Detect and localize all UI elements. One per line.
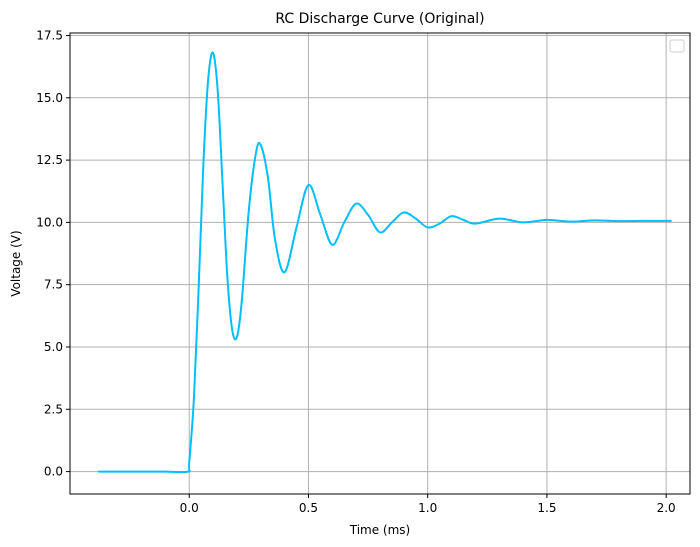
data-point: [450, 215, 453, 218]
y-axis-label: Voltage (V): [9, 230, 23, 296]
data-point: [498, 217, 501, 220]
data-point: [670, 219, 672, 222]
data-point: [216, 91, 219, 94]
data-point: [462, 218, 465, 221]
data-point: [283, 271, 286, 274]
data-point: [236, 336, 238, 338]
x-ticks: 0.0 0.5 1.0 1.5 2.0: [180, 494, 676, 515]
data-point: [212, 52, 214, 54]
data-point: [202, 159, 205, 161]
data-point: [207, 76, 210, 79]
data-point: [379, 231, 381, 234]
data-point: [140, 470, 143, 473]
data-point: [187, 470, 189, 473]
y-tick-label: 12.5: [36, 153, 63, 167]
data-point: [240, 301, 243, 304]
data-point: [164, 470, 167, 473]
series-layer: [97, 51, 672, 474]
x-tick-label: 2.0: [657, 501, 676, 515]
data-point: [402, 211, 405, 214]
chart-title: RC Discharge Curve (Original): [275, 11, 484, 27]
y-tick-label: 0.0: [44, 465, 63, 479]
data-point: [193, 395, 195, 398]
y-tick-label: 5.0: [44, 340, 63, 354]
data-point: [116, 470, 119, 473]
x-tick-label: 1.0: [418, 501, 437, 515]
data-point: [226, 276, 229, 279]
data-point: [267, 176, 269, 179]
data-point: [274, 238, 276, 241]
data-point: [593, 219, 596, 222]
data-point: [259, 144, 262, 147]
data-point: [414, 217, 417, 220]
x-axis-label: Time (ms): [349, 523, 411, 537]
data-point: [97, 470, 100, 473]
y-tick-label: 10.0: [36, 215, 63, 229]
data-point: [295, 226, 298, 229]
x-tick-label: 1.5: [537, 501, 556, 515]
data-point: [331, 243, 334, 246]
data-point: [391, 221, 393, 224]
y-ticks: 0.0 2.5 5.0 7.5 10.0 12.5 15.0 17.5: [36, 28, 70, 479]
x-tick-label: 0.0: [180, 501, 199, 515]
data-point: [426, 226, 429, 229]
data-point: [522, 221, 524, 224]
data-point: [231, 328, 234, 331]
data-point: [307, 184, 310, 186]
x-tick-label: 0.5: [299, 501, 318, 515]
data-point: [247, 209, 250, 211]
data-point: [188, 461, 191, 464]
data-point: [367, 214, 369, 216]
data-point: [221, 184, 224, 186]
y-tick-label: 2.5: [44, 402, 63, 416]
data-point: [255, 151, 257, 154]
y-tick-label: 17.5: [36, 28, 63, 42]
data-point: [569, 220, 572, 223]
data-point: [438, 222, 441, 225]
data-point: [474, 222, 477, 225]
data-point: [355, 202, 358, 205]
y-tick-label: 15.0: [36, 91, 63, 105]
data-point: [197, 283, 200, 286]
y-tick-label: 7.5: [44, 278, 63, 292]
data-point: [319, 214, 322, 216]
data-point: [641, 219, 644, 222]
data-point: [546, 218, 548, 221]
plot-frame: [69, 32, 691, 495]
data-point: [343, 221, 346, 224]
data-point: [617, 220, 620, 223]
legend-box: [669, 39, 685, 53]
